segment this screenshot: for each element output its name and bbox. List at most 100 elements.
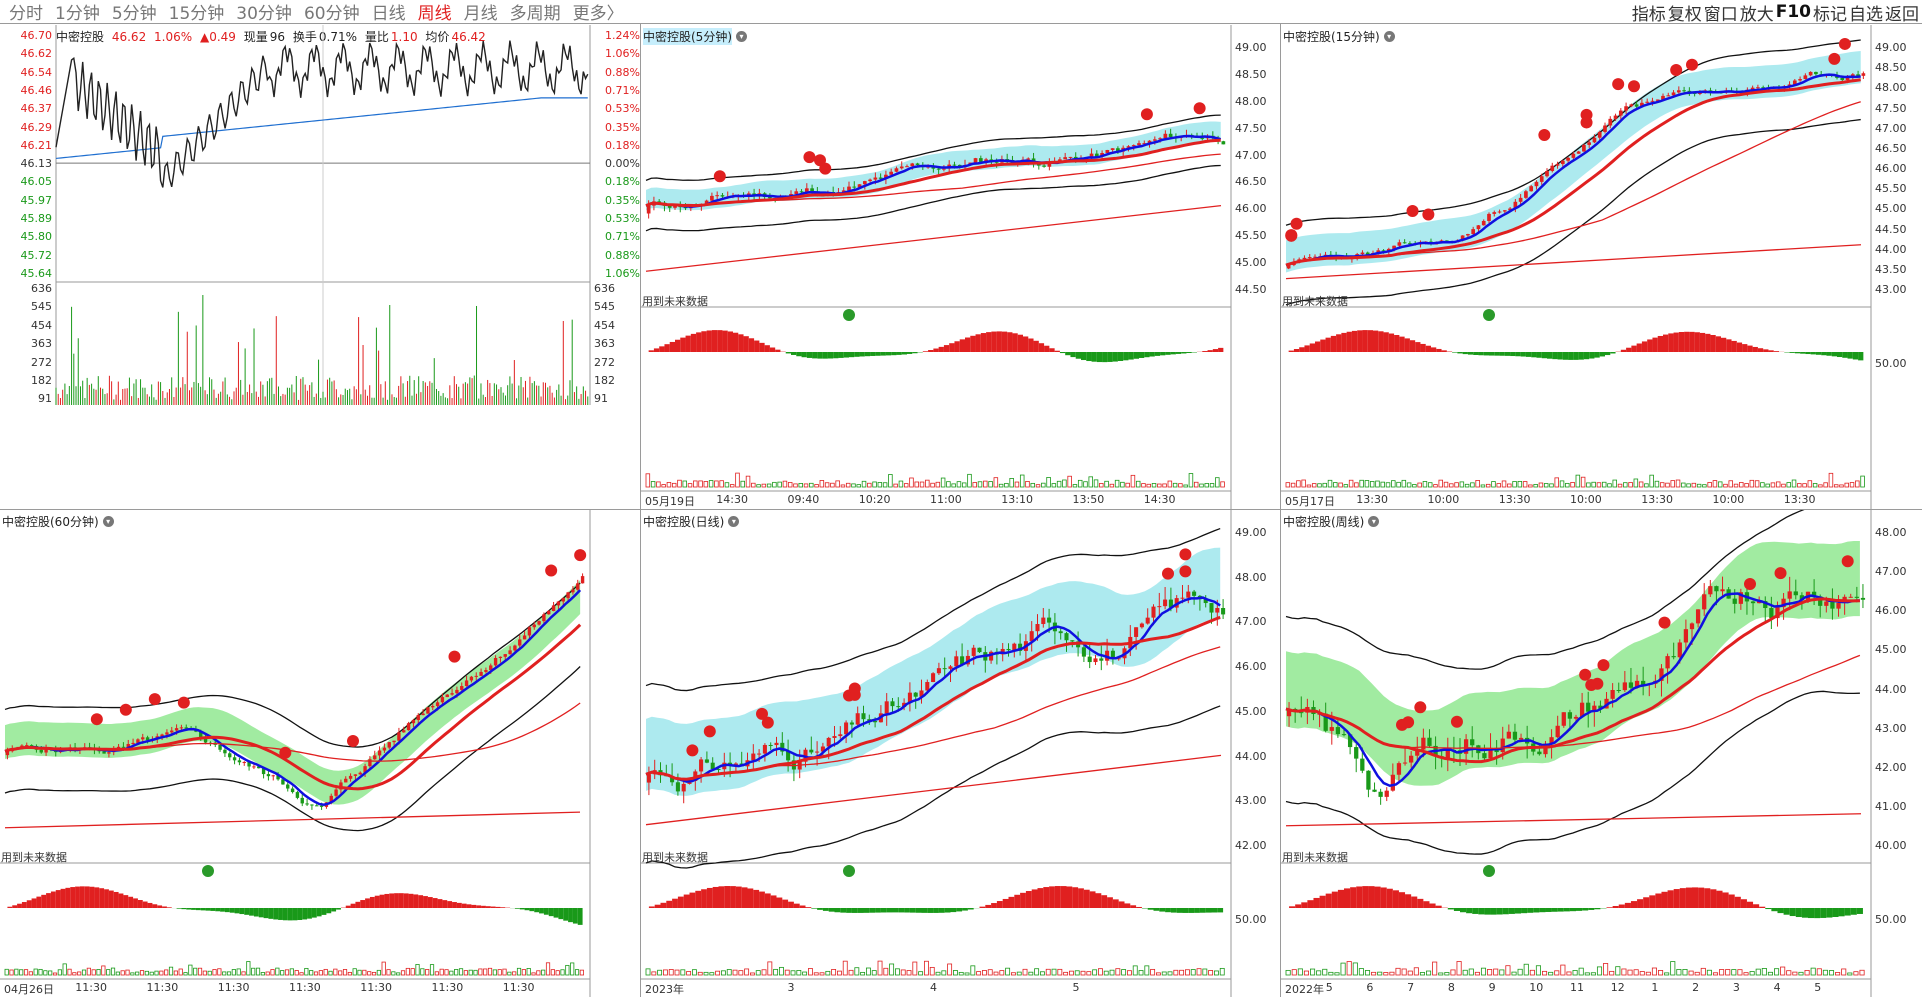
panel-title-text[interactable]: 中密控股(5分钟) — [643, 28, 732, 45]
volume-bar — [645, 968, 651, 976]
volume-bar — [1744, 483, 1749, 488]
volume-tick: 363 — [594, 337, 615, 351]
tab-period-5[interactable]: 60分钟 — [303, 4, 360, 24]
bollinger-band — [4, 666, 581, 832]
kline-chart[interactable] — [641, 25, 1280, 509]
volume-bar — [333, 968, 338, 976]
tab-period-9[interactable]: 多周期 — [509, 4, 561, 24]
panel-title-text[interactable]: 中密控股(60分钟) — [2, 515, 99, 529]
panel-title[interactable]: 中密控股(60分钟) ▾ — [2, 513, 114, 530]
volume-bar — [1694, 971, 1700, 976]
kline-chart[interactable] — [1281, 510, 1922, 997]
kline-panel-weekly[interactable]: 中密控股(周线) ▾ 48.00 47.00 46.00 45.00 44.00 43.00 4… — [1281, 510, 1922, 997]
signal-marker-icon — [1406, 205, 1419, 218]
intraday-chart[interactable] — [0, 25, 640, 509]
candle-body — [435, 702, 440, 707]
volume-bar — [478, 968, 483, 976]
volume-bar — [1775, 481, 1781, 488]
candle-body — [522, 635, 527, 640]
intraday-panel[interactable]: 中密控股 46.62 1.06% ▲0.49 现量 96 换手 0.71% 量比… — [0, 25, 640, 509]
chevron-down-icon[interactable]: ▾ — [102, 516, 114, 527]
price-tick: 46.70 — [20, 29, 53, 42]
tab-period-8[interactable]: 月线 — [463, 4, 498, 24]
toolbar-action-6[interactable]: 自选 — [1849, 4, 1883, 25]
candle-body — [1539, 176, 1544, 182]
candle-body — [1366, 770, 1371, 790]
candle-body — [1500, 738, 1505, 753]
candle-body — [1798, 79, 1802, 81]
volume-bar — [1529, 969, 1535, 976]
candle-body — [1402, 762, 1408, 764]
volume-bar — [1375, 480, 1380, 488]
toolbar-action-7[interactable]: 返回 — [1885, 4, 1919, 25]
tab-period-3[interactable]: 15分钟 — [168, 4, 225, 24]
kline-panel-15min[interactable]: 中密控股(15分钟) ▾ 49.00 48.50 48.00 47.50 47.00 46.5… — [1281, 25, 1922, 509]
kline-chart[interactable] — [0, 510, 640, 997]
toolbar-action-0[interactable]: 指标 — [1631, 4, 1666, 25]
volume-bar — [761, 483, 767, 488]
candle-body — [899, 166, 904, 169]
kline-chart[interactable] — [1281, 25, 1922, 509]
candle-body — [1665, 656, 1670, 669]
candle-body — [513, 645, 517, 651]
toolbar-action-5[interactable]: 标记 — [1813, 4, 1847, 25]
kline-panel-60min[interactable]: 中密控股(60分钟) ▾ 用到未来数据 04月26日 11:30 11:30 11:30 11… — [0, 510, 640, 997]
tab-period-6[interactable]: 日线 — [371, 4, 406, 24]
candle-body — [44, 748, 48, 753]
bollinger-band — [645, 527, 1221, 692]
kline-chart[interactable] — [641, 510, 1280, 997]
intraday-price-axis: 46.70 46.62 46.54 46.46 46.37 46.29 46.21 46.13… — [0, 25, 53, 509]
candle-body — [1421, 737, 1426, 750]
candle-body — [1396, 763, 1402, 775]
tab-period-0[interactable]: 分时 — [9, 4, 43, 24]
panel-title-text[interactable]: 中密控股(日线) — [643, 515, 725, 529]
kline-panel-5min[interactable]: 中密控股(5分钟) ▾ 49.00 48.50 48.00 47.50 47.00 46.50… — [641, 25, 1280, 509]
time-tick: 13:30 — [1498, 493, 1531, 506]
candle-body — [832, 736, 837, 738]
candle-body — [1139, 623, 1144, 628]
tab-period-7[interactable]: 周线 — [417, 4, 452, 24]
panel-title[interactable]: 中密控股(15分钟) ▾ — [1283, 28, 1395, 45]
volume-bar — [813, 972, 819, 976]
tab-period-4[interactable]: 30分钟 — [236, 4, 292, 24]
volume-bar — [860, 971, 866, 976]
panel-title-text[interactable]: 中密控股(周线) — [1283, 515, 1365, 529]
volume-bar — [1570, 482, 1575, 488]
volume-bar — [1733, 483, 1739, 488]
tab-period-1[interactable]: 1分钟 — [55, 4, 100, 24]
volume-bar — [1781, 483, 1786, 488]
volume-bar — [819, 480, 825, 488]
signal-marker-icon — [1483, 865, 1495, 877]
volume-bar — [842, 960, 848, 976]
volume-bar — [1202, 968, 1208, 976]
chevron-down-icon[interactable]: ▾ — [1368, 516, 1380, 527]
panel-title[interactable]: 中密控股(5分钟) ▾ — [643, 28, 747, 45]
chevron-down-icon[interactable]: ▾ — [736, 31, 747, 42]
candle-body — [174, 728, 179, 731]
panel-title-text[interactable]: 中密控股(15分钟) — [1283, 30, 1380, 44]
volume-bar — [1115, 968, 1121, 976]
toolbar-action-4[interactable]: F10 — [1775, 2, 1811, 22]
tab-period-2[interactable]: 5分钟 — [111, 4, 157, 24]
panel-title[interactable]: 中密控股(日线) ▾ — [643, 513, 740, 530]
candle-body — [675, 782, 680, 792]
kline-panel-daily[interactable]: 中密控股(日线) ▾ 49.00 48.00 47.00 46.00 45.00 44.00 4… — [641, 510, 1280, 997]
volume-bar — [888, 474, 893, 488]
chevron-down-icon[interactable]: ▾ — [1383, 31, 1395, 42]
toolbar-action-3[interactable]: 放大 — [1739, 4, 1774, 25]
signal-marker-icon — [1162, 567, 1174, 580]
volume-bar — [1130, 474, 1136, 488]
volume-bar — [1025, 481, 1030, 488]
toolbar-action-1[interactable]: 复权 — [1667, 4, 1702, 25]
toolbar-action-2[interactable]: 窗口 — [1703, 4, 1738, 25]
tab-period-10[interactable]: 更多〉 — [572, 4, 624, 24]
panel-title[interactable]: 中密控股(周线) ▾ — [1283, 513, 1380, 530]
volume-bar — [1816, 968, 1822, 976]
volume-tick: 636 — [594, 282, 615, 295]
pct-tick: 0.18% — [605, 175, 640, 189]
candle-body — [290, 788, 295, 793]
price-tick: 48.50 — [1235, 67, 1267, 81]
volume-bar — [1523, 963, 1529, 976]
candle-body — [1799, 595, 1805, 601]
chevron-down-icon[interactable]: ▾ — [728, 516, 740, 527]
